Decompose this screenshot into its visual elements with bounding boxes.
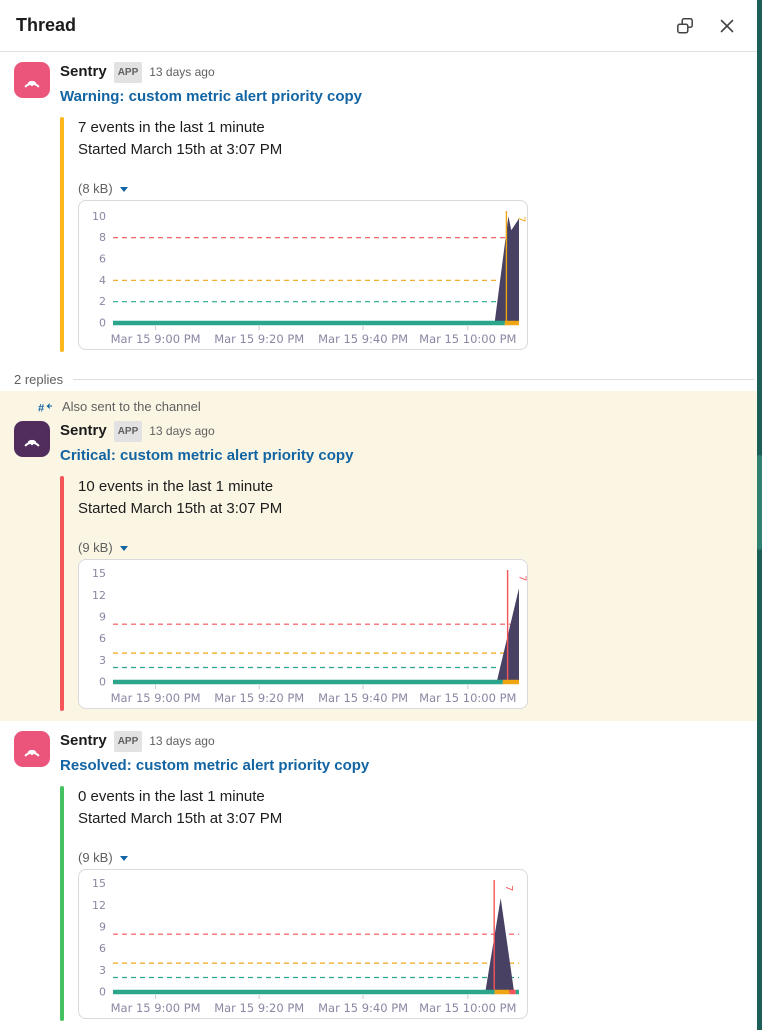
svg-text:Mar 15 9:20 PM: Mar 15 9:20 PM: [214, 691, 304, 705]
alert-attachment: 0 events in the last 1 minute Started Ma…: [60, 786, 746, 1021]
sender-name[interactable]: Sentry: [60, 63, 107, 80]
started-line: Started March 15th at 3:07 PM: [78, 141, 283, 158]
svg-text:3: 3: [99, 654, 106, 667]
svg-text:Mar 15 10:00 PM: Mar 15 10:00 PM: [419, 1001, 516, 1015]
svg-text:6: 6: [99, 942, 106, 955]
attachment-accent-bar: [60, 476, 64, 711]
expand-caret-icon: [119, 546, 128, 551]
alert-title-link[interactable]: Warning: custom metric alert priority co…: [60, 88, 362, 105]
svg-text:Mar 15 10:00 PM: Mar 15 10:00 PM: [419, 332, 516, 346]
svg-text:6: 6: [99, 253, 106, 266]
svg-text:9: 9: [99, 611, 106, 624]
attachment-accent-bar: [60, 786, 64, 1021]
also-sent-note: # Also sent to the channel: [0, 398, 762, 421]
events-count-line: 10 events in the last 1 minute: [78, 478, 274, 495]
svg-text:0: 0: [99, 986, 106, 999]
message-timestamp[interactable]: 13 days ago: [149, 65, 215, 79]
attachment-accent-bar: [60, 117, 64, 352]
svg-text:9: 9: [99, 921, 106, 934]
svg-text:0: 0: [99, 676, 106, 689]
svg-text:Mar 15 9:40 PM: Mar 15 9:40 PM: [318, 691, 408, 705]
started-line: Started March 15th at 3:07 PM: [78, 810, 283, 827]
svg-text:3: 3: [99, 964, 106, 977]
svg-text:Mar 15 9:20 PM: Mar 15 9:20 PM: [214, 332, 304, 346]
app-badge: APP: [113, 731, 143, 752]
alert-title-link[interactable]: Critical: custom metric alert priority c…: [60, 447, 354, 464]
svg-text:Mar 15 10:00 PM: Mar 15 10:00 PM: [419, 691, 516, 705]
sentry-avatar[interactable]: [14, 421, 50, 457]
sentry-avatar[interactable]: [14, 62, 50, 98]
svg-text:Mar 15 9:00 PM: Mar 15 9:00 PM: [111, 691, 201, 705]
svg-text:0: 0: [99, 317, 106, 330]
replies-divider: 2 replies: [14, 372, 754, 387]
open-in-window-icon[interactable]: [672, 13, 698, 39]
alert-metric-chart: 0 3 6 9 12 15 7 Mar 15 9:00 PM Mar 15 9:20 PM Mar…: [92, 877, 519, 1015]
app-badge: APP: [113, 421, 143, 442]
svg-text:15: 15: [92, 877, 106, 890]
divider-line: [73, 379, 754, 380]
message-critical: Sentry APP 13 days ago Critical: custom …: [0, 421, 762, 711]
events-count-line: 0 events in the last 1 minute: [78, 788, 265, 805]
svg-text:7: 7: [517, 575, 527, 581]
svg-text:12: 12: [92, 589, 106, 602]
scrollbar-thumb[interactable]: [757, 455, 762, 550]
expand-caret-icon: [119, 856, 128, 861]
thread-panel-header: Thread: [0, 0, 762, 52]
file-size-toggle[interactable]: (9 kB): [78, 850, 128, 865]
svg-text:Mar 15 9:00 PM: Mar 15 9:00 PM: [111, 332, 201, 346]
svg-text:15: 15: [92, 567, 106, 580]
alert-attachment: 10 events in the last 1 minute Started M…: [60, 476, 746, 711]
svg-text:12: 12: [92, 899, 106, 912]
replies-count: 2 replies: [14, 372, 64, 387]
svg-text:#: #: [38, 402, 45, 414]
svg-text:Mar 15 9:40 PM: Mar 15 9:40 PM: [318, 1001, 408, 1015]
alert-attachment: 7 events in the last 1 minute Started Ma…: [60, 117, 746, 352]
sender-name[interactable]: Sentry: [60, 422, 107, 439]
panel-title: Thread: [16, 15, 77, 35]
close-icon[interactable]: [714, 13, 740, 39]
sentry-avatar[interactable]: [14, 731, 50, 767]
started-line: Started March 15th at 3:07 PM: [78, 500, 283, 517]
svg-text:Mar 15 9:20 PM: Mar 15 9:20 PM: [214, 1001, 304, 1015]
sender-name[interactable]: Sentry: [60, 732, 107, 749]
svg-text:7: 7: [515, 216, 526, 222]
events-count-line: 7 events in the last 1 minute: [78, 119, 265, 136]
expand-caret-icon: [119, 187, 128, 192]
svg-text:Mar 15 9:00 PM: Mar 15 9:00 PM: [111, 1001, 201, 1015]
svg-text:2: 2: [99, 295, 106, 308]
svg-text:8: 8: [99, 231, 106, 244]
file-size-toggle[interactable]: (8 kB): [78, 181, 128, 196]
svg-text:6: 6: [99, 632, 106, 645]
message-resolved: Sentry APP 13 days ago Resolved: custom …: [0, 731, 762, 1021]
svg-text:10: 10: [92, 210, 106, 223]
alert-chart-image[interactable]: 0 2 4 6 8 10 7 Mar 15 9:00 PM Mar 15 9:20 PM Mar …: [78, 200, 528, 350]
alert-chart-image[interactable]: 0 3 6 9 12 15 7 Mar 15 9:00 PM Mar 15 9:20 PM Mar…: [78, 869, 528, 1019]
alert-metric-chart: 0 2 4 6 8 10 7 Mar 15 9:00 PM Mar 15 9:20 PM Mar …: [92, 210, 526, 346]
app-badge: APP: [113, 62, 143, 83]
highlighted-reply-block: # Also sent to the channel Sentry APP 13…: [0, 391, 762, 721]
alert-metric-chart: 0 3 6 9 12 15 7 Mar 15 9:00 PM Mar 15 9:20 PM Mar…: [92, 567, 527, 705]
svg-text:Mar 15 9:40 PM: Mar 15 9:40 PM: [318, 332, 408, 346]
svg-text:4: 4: [99, 274, 106, 287]
alert-title-link[interactable]: Resolved: custom metric alert priority c…: [60, 757, 370, 774]
alert-chart-image[interactable]: 0 3 6 9 12 15 7 Mar 15 9:00 PM Mar 15 9:20 PM Mar…: [78, 559, 528, 709]
also-sent-label: Also sent to the channel: [62, 399, 201, 414]
message-timestamp[interactable]: 13 days ago: [149, 734, 215, 748]
channel-arrow-icon: #: [38, 402, 53, 414]
message-timestamp[interactable]: 13 days ago: [149, 424, 215, 438]
message-warning: Sentry APP 13 days ago Warning: custom m…: [0, 62, 762, 352]
svg-text:7: 7: [503, 885, 514, 891]
file-size-toggle[interactable]: (9 kB): [78, 540, 128, 555]
